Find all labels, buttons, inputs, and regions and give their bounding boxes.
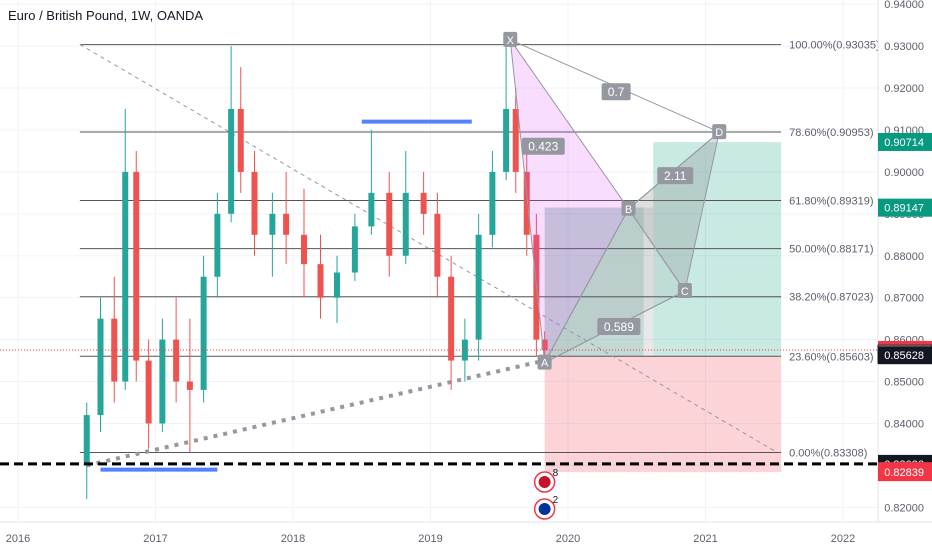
candle-body — [402, 192, 409, 256]
candle-body — [448, 276, 455, 361]
harmonic-point-badge — [537, 354, 552, 370]
harmonic-ratio-label: 0.7 — [608, 85, 625, 99]
harmonic-ratio-label: 0.423 — [528, 140, 558, 154]
time-axis-panel — [0, 522, 932, 550]
candle-body — [461, 339, 468, 361]
y-tick-label: 0.92000 — [884, 83, 924, 95]
price-badge — [878, 346, 932, 365]
candle-body — [301, 234, 307, 265]
harmonic-ratio-label: 2.11 — [664, 169, 687, 183]
harmonic-point-label: X — [507, 35, 515, 47]
stop-loss-zone — [544, 356, 782, 473]
candle-body — [83, 415, 90, 466]
candle-body — [214, 213, 221, 277]
fib-level-label: 100.00%(0.93035) — [789, 40, 880, 52]
x-tick-label: 2019 — [418, 533, 442, 545]
harmonic-point-badge — [677, 282, 692, 298]
x-tick-label: 2017 — [143, 533, 167, 545]
harmonic-ratio-badge — [521, 137, 565, 155]
candle-body — [386, 192, 393, 256]
y-tick-label: 0.93000 — [884, 41, 924, 53]
fib-level-label: 23.60%(0.85603) — [789, 351, 873, 363]
harmonic-point-label: B — [625, 204, 632, 216]
candle-body — [200, 276, 207, 390]
event-count-label: 8 — [553, 468, 559, 479]
fib-level-label: 0.00%(0.83308) — [789, 447, 867, 459]
candle-body — [420, 192, 427, 214]
fib-level-label: 61.80%(0.89319) — [789, 195, 873, 207]
y-tick-label: 0.90000 — [884, 167, 924, 179]
candle-body — [541, 339, 548, 351]
harmonic-point-badge — [621, 200, 636, 216]
x-tick-label: 2021 — [693, 533, 717, 545]
price-badge — [878, 463, 932, 482]
ascending-trendline — [86, 358, 546, 468]
candle-body — [145, 360, 152, 424]
y-tick-label: 0.82000 — [884, 502, 924, 514]
candle-body — [228, 109, 235, 214]
y-tick-label: 0.87000 — [884, 293, 924, 305]
candle-body — [351, 226, 358, 273]
x-tick-label: 2016 — [6, 533, 30, 545]
candle-body — [475, 234, 482, 340]
descending-trendline — [79, 44, 775, 452]
harmonic-point-badge — [503, 31, 518, 47]
candle-body — [503, 109, 510, 172]
eu-flag-icon — [538, 503, 551, 515]
candle-body — [434, 213, 441, 277]
candle-body — [269, 213, 276, 235]
harmonic-point-label: A — [541, 358, 549, 370]
price-badge-label: 0.85628 — [884, 350, 924, 362]
chart-title: Euro / British Pound, 1W, OANDA — [8, 8, 204, 23]
candle-body — [237, 109, 244, 172]
event-count-label: 2 — [553, 495, 559, 506]
fib-level-label: 78.60%(0.90953) — [789, 127, 873, 139]
price-badge-label: 0.82839 — [884, 467, 924, 479]
y-tick-label: 0.85000 — [884, 377, 924, 389]
candle-body — [159, 339, 166, 424]
x-tick-label: 2022 — [831, 533, 855, 545]
candle-body — [523, 171, 530, 235]
x-tick-label: 2020 — [556, 533, 580, 545]
candle-body — [186, 381, 193, 390]
candle-body — [317, 264, 324, 298]
harmonic-point-label: D — [715, 127, 723, 139]
y-tick-label: 0.94000 — [884, 0, 924, 11]
candle-body — [173, 339, 180, 382]
candle-body — [122, 171, 129, 382]
fib-level-label: 50.00%(0.88171) — [789, 244, 873, 256]
candle-body — [133, 171, 140, 361]
harmonic-ratio-badge — [597, 318, 641, 336]
price-badge-label: 0.89147 — [884, 203, 924, 215]
y-tick-label: 0.88000 — [884, 251, 924, 263]
harmonic-ratio-label: 0.589 — [604, 320, 634, 334]
harmonic-point-label: C — [681, 286, 689, 298]
y-tick-label: 0.84000 — [884, 418, 924, 430]
price-badge — [878, 198, 932, 217]
fib-level-label: 38.20%(0.87023) — [789, 292, 873, 304]
candle-body — [512, 109, 519, 172]
candle-body — [368, 192, 375, 227]
harmonic-ratio-badge — [601, 83, 631, 101]
price-badge-label: 0.90714 — [884, 137, 924, 149]
candle-body — [489, 171, 496, 235]
harmonic-point-badge — [712, 124, 727, 140]
uk-flag-icon — [538, 476, 551, 488]
candle-body — [283, 213, 290, 235]
candle-body — [251, 171, 258, 235]
price-axis-panel — [878, 0, 932, 522]
price-badge — [878, 132, 932, 151]
x-tick-label: 2018 — [281, 533, 305, 545]
candle-body — [97, 318, 104, 416]
candle-body — [334, 272, 340, 298]
harmonic-ratio-badge — [657, 167, 694, 185]
